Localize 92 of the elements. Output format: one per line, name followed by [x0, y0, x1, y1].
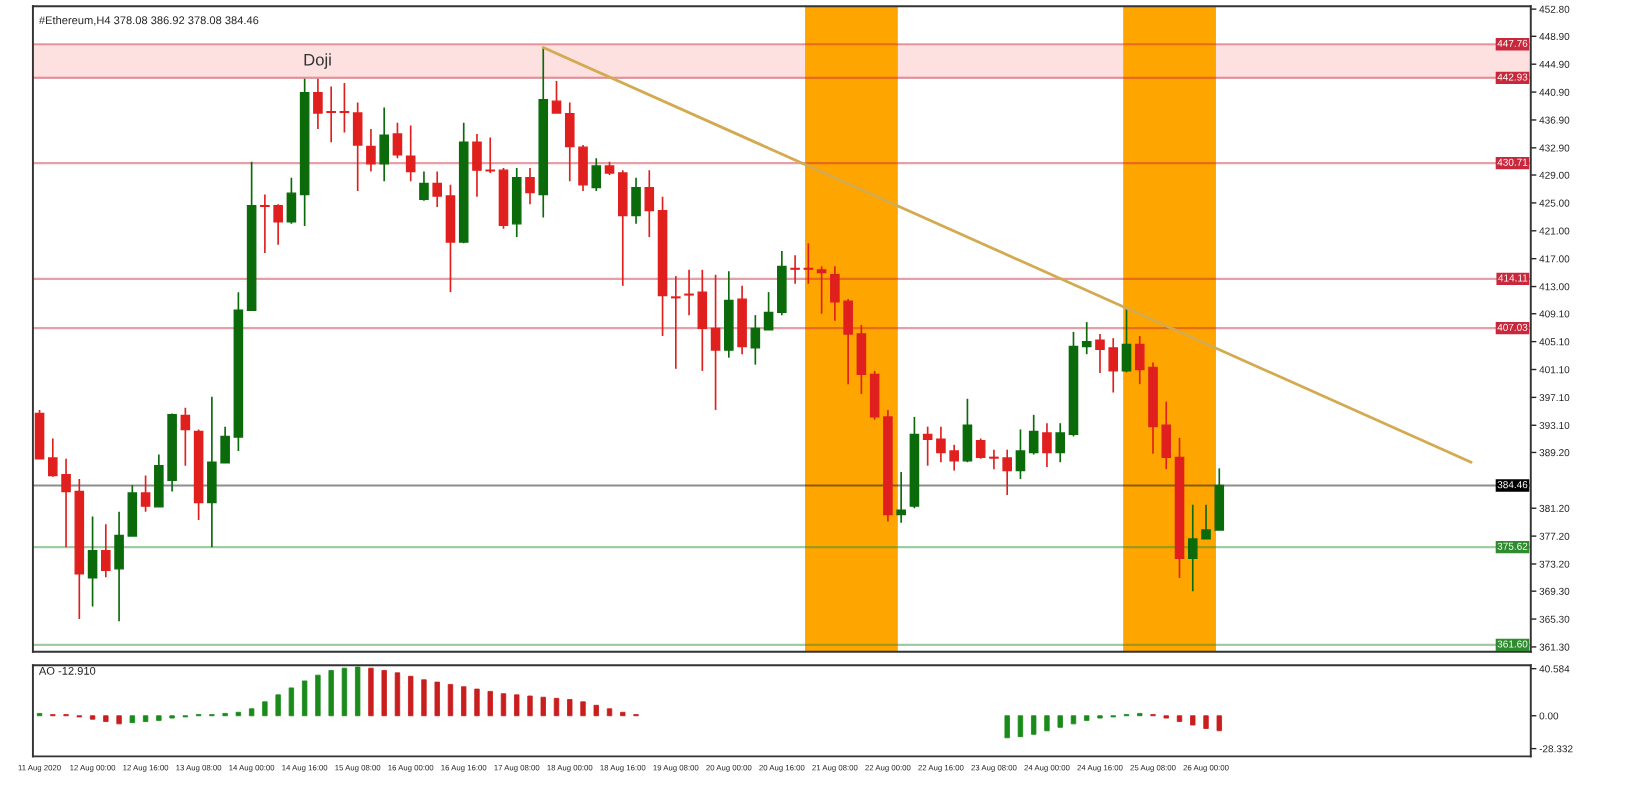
bar [341, 667, 348, 717]
candlestick [140, 474, 151, 513]
candlestick [617, 169, 628, 287]
candlestick [816, 265, 827, 315]
candlestick [631, 176, 641, 225]
bar [142, 715, 149, 722]
candlestick [922, 425, 933, 467]
bar [1176, 715, 1183, 722]
bar [328, 670, 334, 717]
candlestick [445, 183, 456, 293]
candlestick [1015, 428, 1026, 480]
bar [461, 686, 467, 717]
candlestick [180, 407, 191, 467]
candlestick [790, 254, 800, 285]
candlestick [962, 397, 973, 464]
candlestick [671, 275, 681, 370]
candlestick [697, 268, 708, 372]
candlestick [896, 471, 906, 524]
candlestick [763, 291, 774, 331]
candlestick [352, 101, 363, 192]
bar [593, 704, 599, 717]
bar [275, 694, 281, 717]
candlestick [750, 314, 761, 366]
bar [1057, 715, 1063, 728]
bar [116, 715, 122, 725]
candlestick [525, 167, 535, 206]
candlestick [551, 80, 562, 114]
candlestick [392, 121, 403, 160]
band-label: Doji [304, 53, 331, 69]
candlestick [975, 437, 986, 460]
bar [408, 675, 414, 717]
bar [553, 697, 560, 717]
bar [1031, 715, 1037, 735]
bar [262, 701, 268, 717]
candlestick [1121, 308, 1132, 374]
bar [355, 666, 361, 717]
bar [1044, 715, 1050, 732]
candlestick [511, 167, 522, 238]
bar [1190, 715, 1196, 726]
bar [381, 670, 387, 717]
bar [500, 693, 507, 717]
bar [1017, 715, 1024, 738]
candlestick [1042, 422, 1052, 468]
bar [1004, 715, 1010, 739]
candlestick [1081, 321, 1092, 356]
candlestick [1028, 413, 1039, 456]
bar [315, 674, 321, 717]
bar [394, 672, 401, 717]
bar [156, 715, 162, 721]
bar [1203, 715, 1209, 729]
bar [514, 694, 520, 717]
bar [1216, 715, 1222, 732]
candlestick [34, 409, 45, 460]
candlestick [777, 250, 787, 316]
bar [527, 695, 533, 717]
candlestick [127, 484, 138, 537]
candlestick [339, 82, 350, 134]
bar [288, 687, 295, 717]
bar [421, 679, 427, 717]
bar [368, 667, 374, 717]
candlestick [87, 515, 98, 608]
bar [540, 696, 546, 717]
bar [447, 684, 454, 717]
bar [606, 708, 613, 717]
candlestick [1055, 422, 1066, 464]
candlestick [591, 157, 602, 192]
bar [248, 708, 255, 717]
bar [301, 680, 308, 717]
candlestick [710, 273, 721, 411]
candlestick [856, 324, 867, 395]
bar [103, 715, 109, 722]
bar [1070, 715, 1077, 725]
candlestick [405, 124, 416, 183]
candlestick [379, 106, 389, 183]
bar [487, 690, 493, 717]
candlestick [366, 128, 376, 173]
candlestick [684, 268, 694, 316]
candlestick [114, 510, 124, 622]
bar [580, 701, 586, 717]
candlestick [737, 285, 747, 356]
candlestick [419, 170, 429, 202]
bar [567, 699, 573, 717]
candlestick [869, 370, 880, 421]
candlestick [432, 170, 443, 208]
bar [474, 688, 480, 717]
candlestick [803, 242, 814, 285]
candlestick [286, 176, 297, 225]
bar [434, 681, 440, 717]
candlestick [644, 169, 655, 238]
candlestick [101, 523, 111, 579]
bar [1084, 715, 1090, 721]
bar [129, 715, 136, 724]
